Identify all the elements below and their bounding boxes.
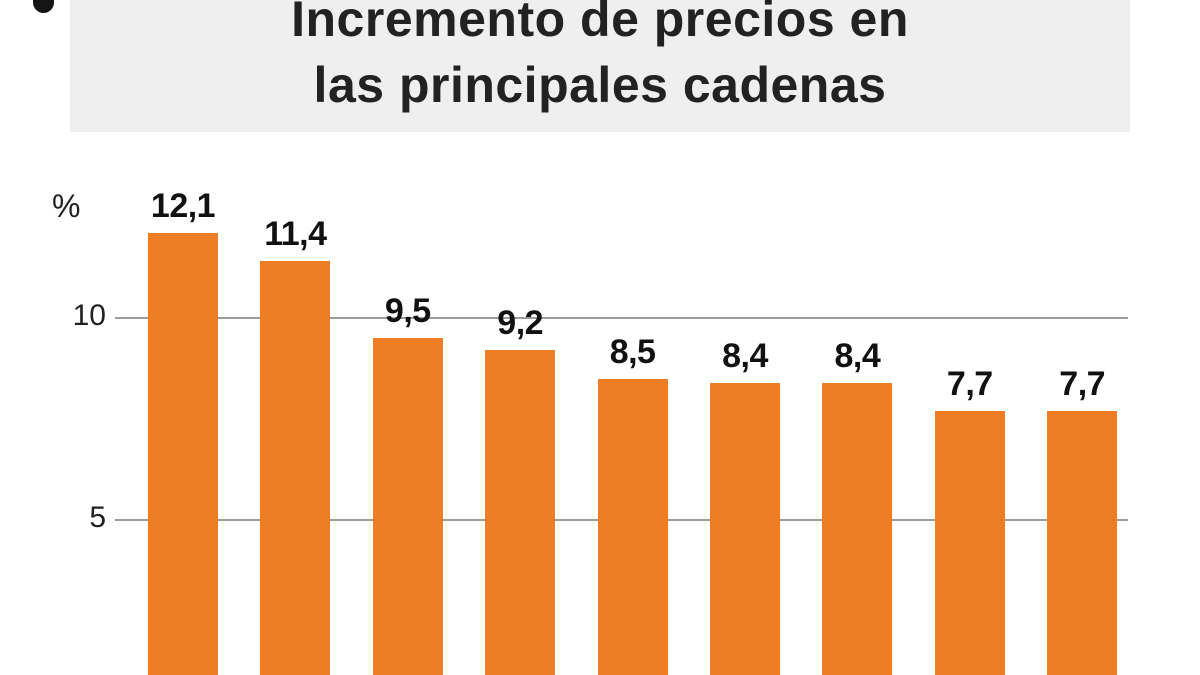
ytick-label-5: 5 [89,501,106,534]
chart-header: Incremento de precios en las principales… [70,0,1130,132]
bar-value-label-6: 8,4 [722,336,768,375]
bar-9 [1047,410,1118,675]
chart-title: Incremento de precios en las principales… [70,0,1130,118]
bar-1 [148,233,218,675]
bar-3 [372,338,443,675]
ytick-label-10: 10 [72,299,106,332]
bar-8 [934,410,1005,675]
bar-6 [710,382,780,675]
bar-value-label-5: 8,5 [609,332,656,371]
chart-title-line2: las principales cadenas [313,57,887,113]
bar-4 [485,350,556,675]
bar-value-label-8: 7,7 [946,364,993,403]
bar-value-label-3: 9,5 [384,292,431,331]
y-axis-unit-label: % [52,188,81,224]
bar-2 [260,261,331,675]
bar-value-label-1: 12,1 [150,187,216,226]
chart-title-line1: Incremento de precios en [291,0,909,47]
bar-5 [597,378,668,675]
cropped-glyph [33,0,54,13]
bar-value-label-9: 7,7 [1059,364,1106,403]
gridline-10 [115,317,1128,319]
bar-value-label-2: 11,4 [264,215,327,254]
bar-value-label-7: 8,4 [834,336,881,375]
bar-7 [822,382,893,675]
bar-value-label-4: 9,2 [497,304,544,343]
